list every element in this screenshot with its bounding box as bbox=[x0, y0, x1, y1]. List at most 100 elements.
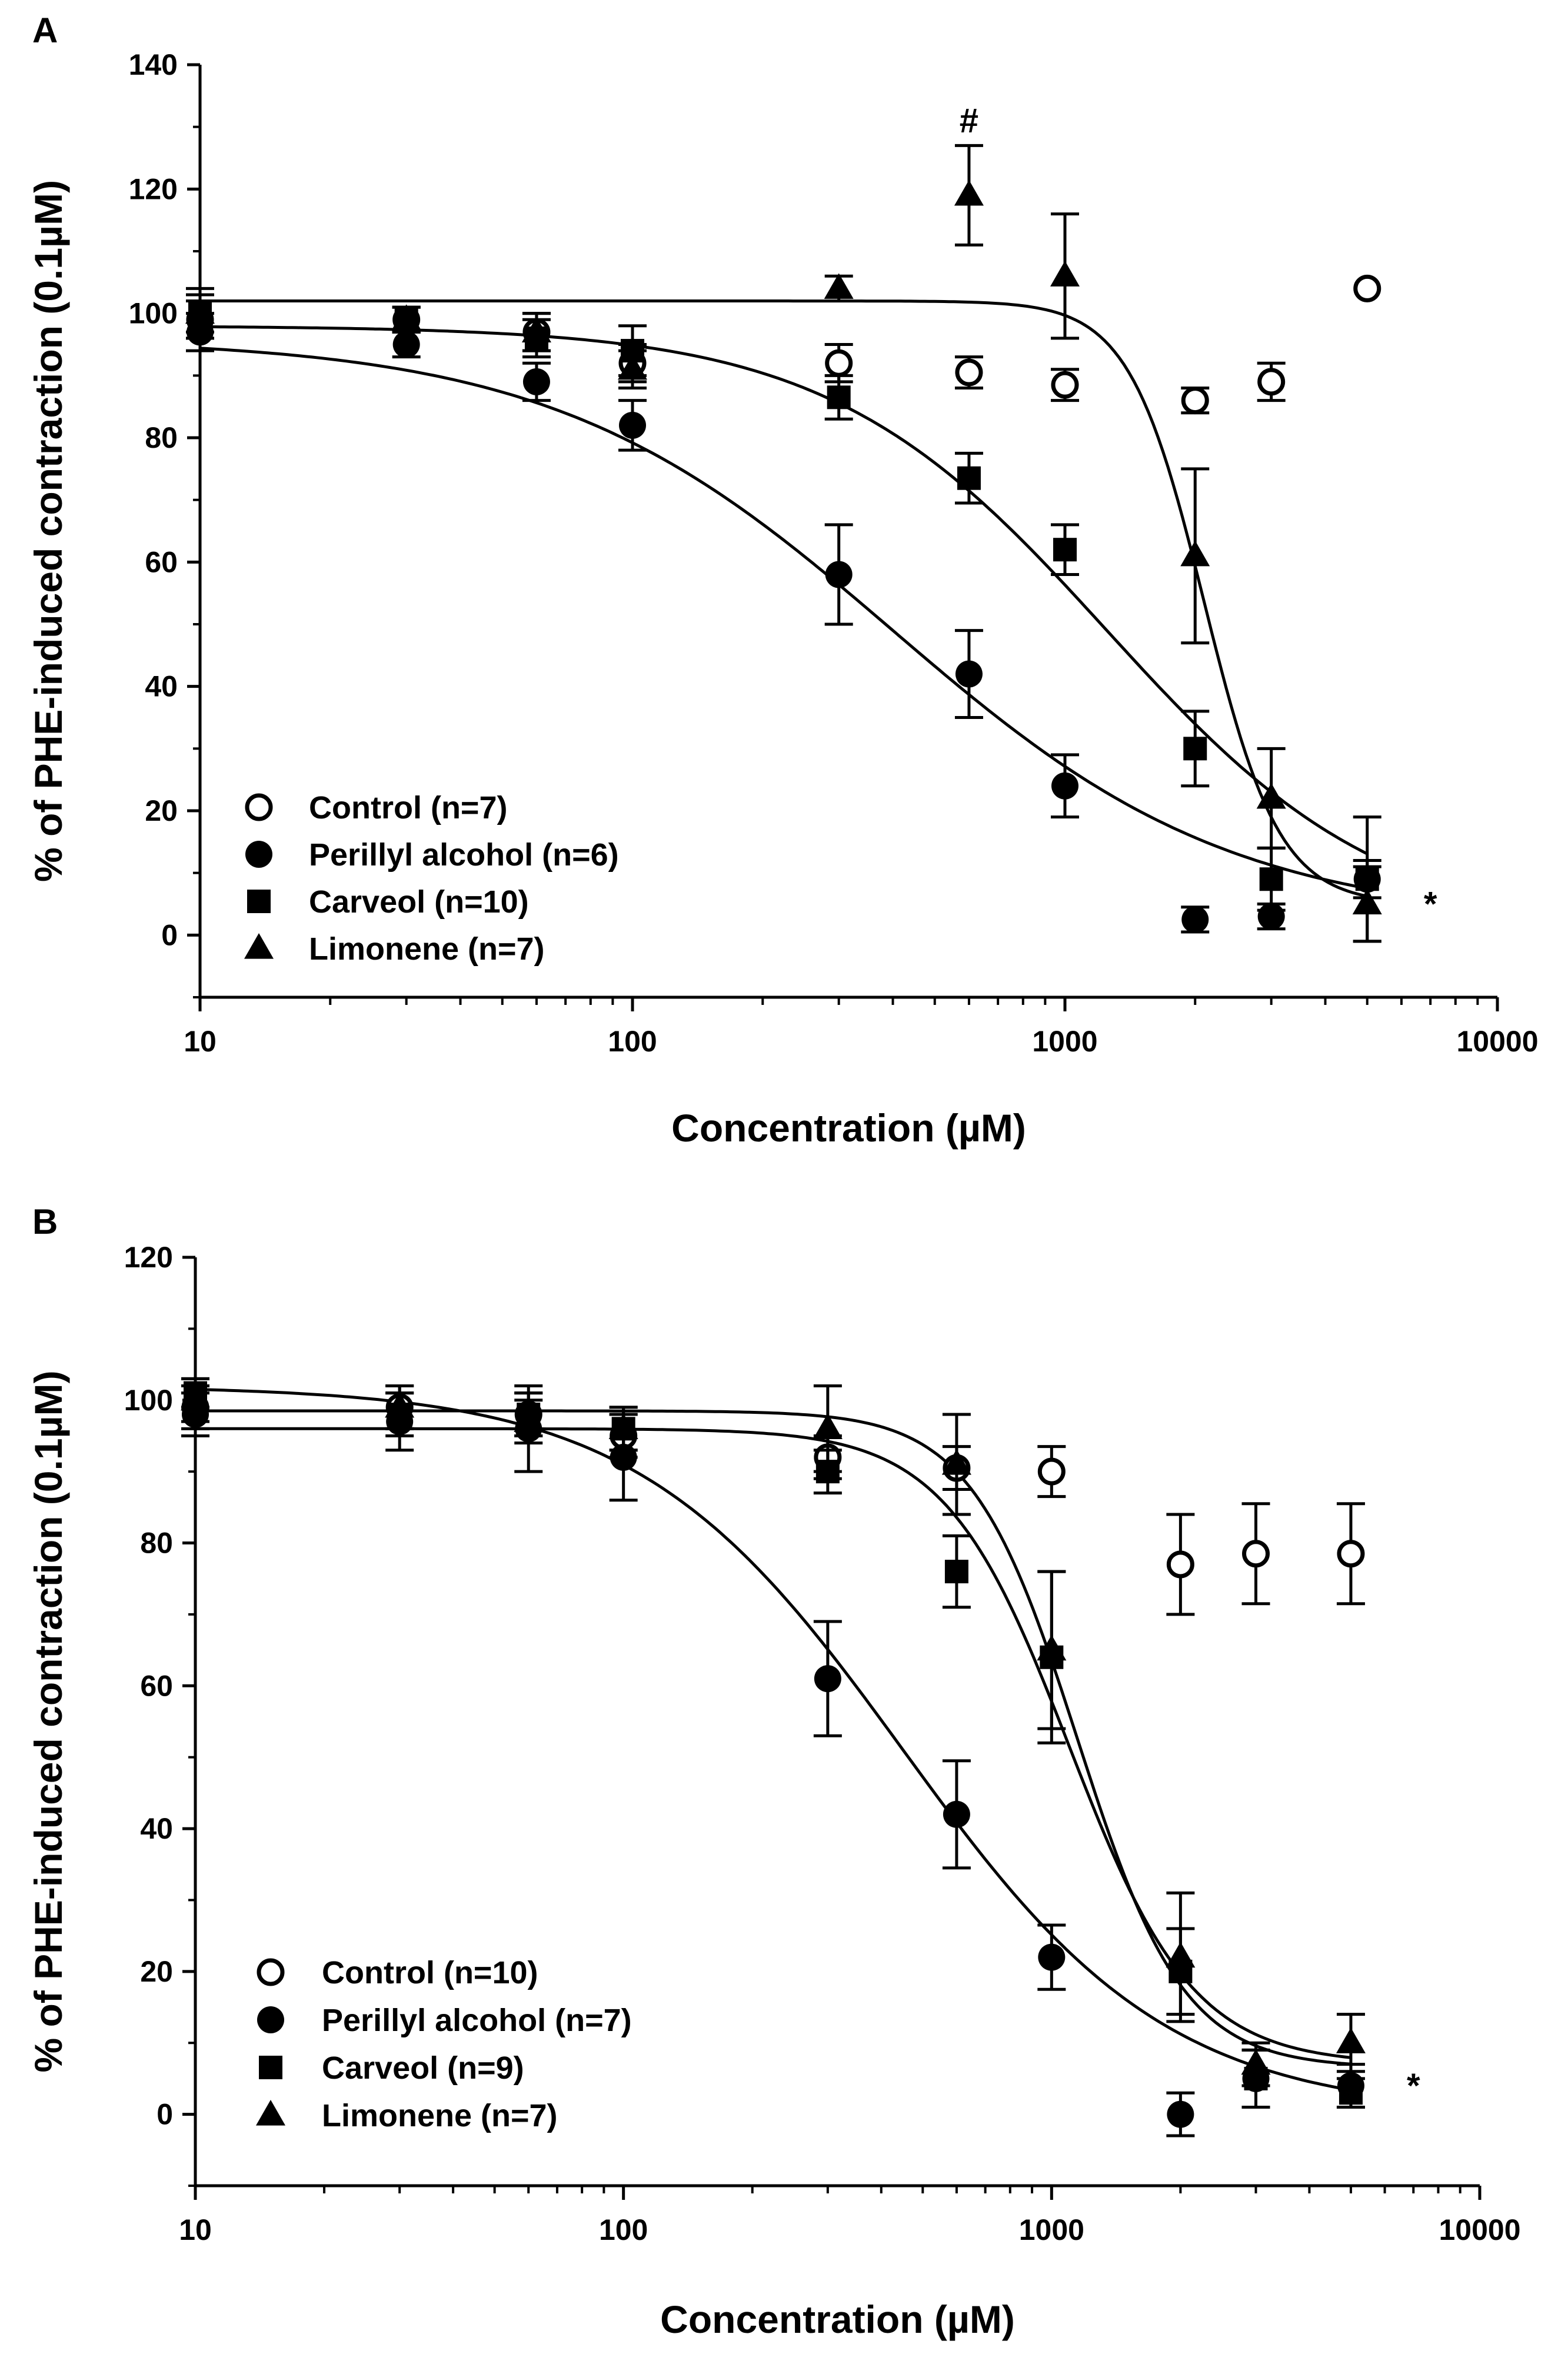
x-tick-label: 10 bbox=[184, 1025, 217, 1058]
data-point-series-3 bbox=[813, 1413, 843, 1439]
y-tick-label: 40 bbox=[145, 670, 178, 703]
data-point-series-1 bbox=[1167, 2100, 1194, 2128]
data-point-series-1 bbox=[955, 660, 983, 688]
x-tick-label: 10 bbox=[179, 2213, 212, 2246]
data-point-series-1 bbox=[825, 561, 853, 588]
x-axis-title: Concentration (µM) bbox=[660, 2298, 1015, 2341]
y-tick-label: 20 bbox=[145, 794, 178, 827]
data-point-series-0 bbox=[1037, 1457, 1066, 1486]
y-tick-label: 120 bbox=[124, 1241, 173, 1274]
data-point-series-2 bbox=[957, 466, 981, 490]
data-point-series-0 bbox=[955, 358, 983, 387]
legend-marker bbox=[259, 2056, 282, 2079]
legend-label: Perillyl alcohol (n=6) bbox=[309, 837, 619, 873]
data-point-series-1 bbox=[1051, 772, 1078, 800]
data-point-series-3 bbox=[618, 354, 647, 380]
y-tick-label: 40 bbox=[140, 1812, 173, 1845]
significance-star: * bbox=[1424, 885, 1437, 924]
data-point-series-3 bbox=[608, 1413, 638, 1439]
y-tick-label: 20 bbox=[140, 1955, 173, 1988]
panel-letter: A bbox=[32, 11, 58, 50]
x-tick-label: 1000 bbox=[1032, 1025, 1097, 1058]
panel-a: A 0 20 40 60 80 100 120 140 10 100 1000 10000 Concent… bbox=[26, 11, 1539, 1150]
data-point-series-2 bbox=[1259, 867, 1283, 891]
data-point-series-3 bbox=[1050, 261, 1080, 287]
data-point-series-1 bbox=[619, 411, 646, 439]
data-point-series-3 bbox=[1336, 2027, 1366, 2053]
x-tick-label: 100 bbox=[608, 1025, 657, 1058]
data-point-series-1 bbox=[392, 331, 420, 358]
data-point-series-3 bbox=[1037, 1634, 1067, 1661]
legend-label: Limonene (n=7) bbox=[309, 931, 545, 967]
legend-marker bbox=[245, 841, 272, 868]
data-point-series-3 bbox=[941, 1449, 971, 1475]
data-point-series-0 bbox=[1353, 274, 1381, 302]
panel-b: B 0 20 40 60 80 100 120 10 100 1000 10000 Concentrat… bbox=[26, 1202, 1521, 2341]
y-axis-title: % of PHE-induced contraction (0.1µM) bbox=[26, 180, 70, 882]
y-tick-label: 0 bbox=[161, 918, 178, 951]
legend-marker bbox=[256, 2099, 285, 2126]
x-tick-label: 10000 bbox=[1439, 2213, 1520, 2246]
data-point-series-2 bbox=[1183, 737, 1207, 761]
data-point-series-2 bbox=[1053, 538, 1077, 562]
data-point-series-0 bbox=[1051, 371, 1079, 399]
x-tick-label: 10000 bbox=[1456, 1025, 1538, 1058]
data-point-series-2 bbox=[944, 1560, 968, 1584]
data-point-series-0 bbox=[1166, 1550, 1194, 1579]
data-point-series-0 bbox=[1181, 387, 1209, 415]
fit-curve-series-3 bbox=[200, 299, 1368, 898]
data-point-series-3 bbox=[824, 273, 854, 299]
significance-hash: # bbox=[960, 102, 978, 140]
data-point-series-0 bbox=[1337, 1540, 1365, 1568]
data-point-series-2 bbox=[827, 385, 851, 409]
legend-label: Perillyl alcohol (n=7) bbox=[322, 2003, 632, 2038]
x-axis-title: Concentration (µM) bbox=[671, 1106, 1026, 1150]
data-point-series-0 bbox=[1257, 368, 1286, 396]
y-tick-label: 60 bbox=[145, 545, 178, 578]
legend-marker bbox=[247, 890, 271, 913]
data-point-series-1 bbox=[943, 1800, 970, 1828]
data-point-series-3 bbox=[1256, 783, 1286, 809]
data-point-series-3 bbox=[1241, 2049, 1271, 2075]
data-point-series-1 bbox=[1181, 905, 1209, 933]
y-tick-label: 80 bbox=[140, 1527, 173, 1560]
y-tick-label: 80 bbox=[145, 421, 178, 454]
y-axis-title: % of PHE-induced contraction (0.1µM) bbox=[26, 1370, 70, 2072]
significance-star: * bbox=[1407, 2067, 1420, 2105]
data-point-series-3 bbox=[1352, 888, 1382, 915]
legend-label: Carveol (n=9) bbox=[322, 2050, 524, 2086]
data-point-series-3 bbox=[385, 1391, 415, 1418]
data-point-series-0 bbox=[825, 349, 853, 377]
data-point-series-3 bbox=[954, 179, 984, 206]
data-point-series-1 bbox=[1038, 1943, 1066, 1971]
data-point-series-1 bbox=[814, 1665, 841, 1693]
data-point-series-3 bbox=[181, 1384, 210, 1411]
legend-label: Control (n=10) bbox=[322, 1955, 538, 1990]
data-point-series-2 bbox=[1339, 2081, 1363, 2105]
data-point-series-3 bbox=[1180, 540, 1210, 567]
legend-marker bbox=[257, 1958, 285, 1986]
legend-label: Limonene (n=7) bbox=[322, 2098, 558, 2133]
y-tick-label: 60 bbox=[140, 1669, 173, 1702]
legend-marker bbox=[257, 2006, 284, 2033]
x-tick-label: 1000 bbox=[1019, 2213, 1084, 2246]
panel-letter: B bbox=[32, 1202, 58, 1241]
data-point-series-1 bbox=[522, 368, 550, 395]
data-point-series-0 bbox=[1242, 1540, 1270, 1568]
y-tick-label: 140 bbox=[129, 48, 178, 81]
y-tick-label: 100 bbox=[129, 297, 178, 330]
data-point-series-3 bbox=[1166, 1942, 1196, 1968]
legend-marker bbox=[245, 793, 273, 821]
data-point-series-3 bbox=[521, 317, 551, 343]
fit-curve-series-1 bbox=[199, 347, 1368, 890]
data-point-series-3 bbox=[514, 1406, 544, 1432]
legend-label: Carveol (n=10) bbox=[309, 884, 529, 920]
y-tick-label: 0 bbox=[157, 2098, 173, 2131]
legend-label: Control (n=7) bbox=[309, 790, 507, 825]
data-point-series-3 bbox=[185, 298, 215, 324]
x-tick-label: 100 bbox=[599, 2213, 648, 2246]
legend-marker bbox=[244, 933, 274, 959]
y-tick-label: 100 bbox=[124, 1384, 173, 1417]
y-tick-label: 120 bbox=[129, 172, 178, 205]
